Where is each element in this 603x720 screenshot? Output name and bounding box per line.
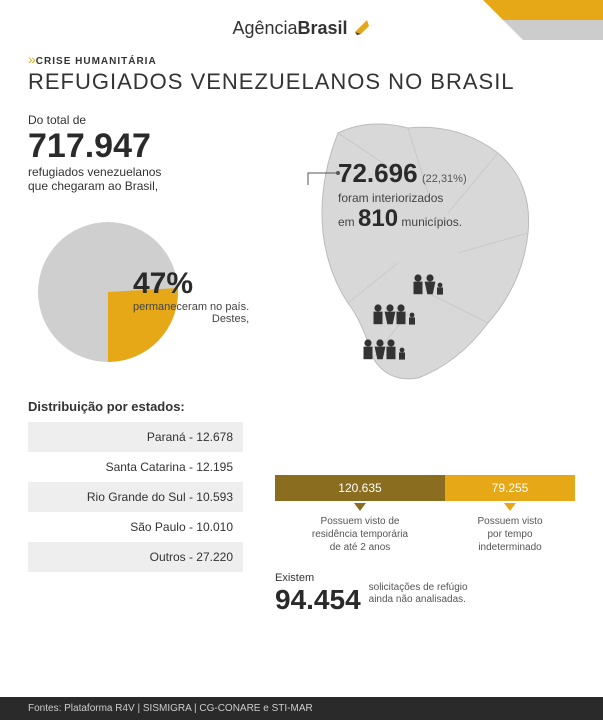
pie-percent: 47% <box>133 267 249 301</box>
logo-part2: Brasil <box>298 18 348 38</box>
dist-row: Outros - 27.220 <box>28 542 243 572</box>
map-pct: (22,31%) <box>422 173 467 185</box>
dist-table: Paraná - 12.678 Santa Catarina - 12.195 … <box>28 422 268 572</box>
visa-bar-2: 79.255 <box>445 475 575 501</box>
visa-bars: 120.635 79.255 <box>275 475 575 501</box>
dist-row: Paraná - 12.678 <box>28 422 243 452</box>
dist-row: Rio Grande do Sul - 10.593 <box>28 482 243 512</box>
visa-label-2: Possuem visto por tempo indeterminado <box>445 515 575 554</box>
dist-row: São Paulo - 10.010 <box>28 512 243 542</box>
exist-block: Existem 94.454 solicitações de refúgio a… <box>275 572 575 616</box>
triangle-icon <box>504 503 516 511</box>
exist-sub: solicitações de refúgio ainda não analis… <box>369 582 468 606</box>
intro-pre: Do total de <box>28 113 268 127</box>
brazil-map: 72.696 (22,31%) foram interiorizados em … <box>278 113 548 393</box>
footer-sources: Fontes: Plataforma R4V | SISMIGRA | CG-C… <box>0 697 603 720</box>
exist-pre: Existem <box>275 572 361 584</box>
triangle-icon <box>354 503 366 511</box>
intro-sub: refugiados venezuelanos que chegaram ao … <box>28 165 268 193</box>
visa-bar-1: 120.635 <box>275 475 445 501</box>
kicker: CRISE HUMANITÁRIA <box>36 56 157 67</box>
map-line3: em 810 municípios. <box>338 205 467 233</box>
pie-chart: 47% permaneceram no país. Destes, <box>28 207 198 377</box>
visa-label-1: Possuem visto de residência temporária d… <box>275 515 445 554</box>
dist-title: Distribuição por estados: <box>28 399 268 414</box>
logo-part1: Agência <box>232 18 297 38</box>
map-stats: 72.696 (22,31%) foram interiorizados em … <box>338 158 467 233</box>
map-num: 72.696 <box>338 158 418 188</box>
exist-num: 94.454 <box>275 584 361 615</box>
intro-number: 717.947 <box>28 129 268 163</box>
pie-sub1: permaneceram no país. <box>133 301 249 313</box>
dist-row: Santa Catarina - 12.195 <box>28 452 243 482</box>
pie-sub2: Destes, <box>133 313 249 325</box>
map-line2: foram interiorizados <box>338 191 467 205</box>
